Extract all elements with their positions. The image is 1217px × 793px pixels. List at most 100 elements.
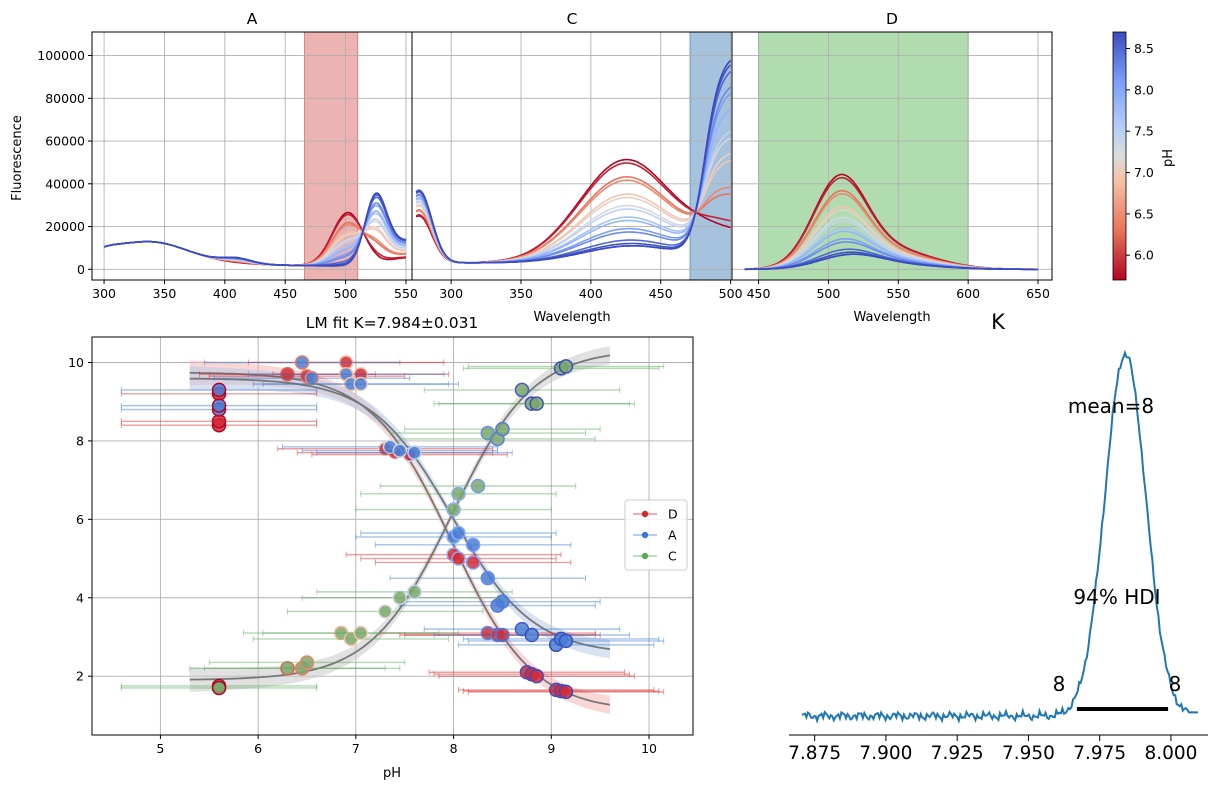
spectra-lines-c [415, 59, 732, 264]
spectra-panel-c: 300 350 400 450 500 C Wavelength [411, 10, 743, 325]
y-tick-label: 20000 [45, 219, 85, 234]
colorbar-tick-label: 7.0 [1134, 165, 1154, 180]
marker [392, 443, 408, 458]
colorbar-tick-label: 6.5 [1134, 206, 1154, 221]
colorbar-ticks: 6.0 6.5 7.0 7.5 8.0 8.5 [1126, 41, 1154, 263]
x-tick-label: 350 [509, 286, 533, 301]
marker [377, 604, 393, 619]
hdi-high-label: 8 [1169, 672, 1182, 696]
data-point-a [213, 370, 411, 386]
shaded-band-d [758, 31, 969, 281]
k-tick-label: 7.925 [931, 743, 984, 764]
x-tick-label: 500 [719, 286, 743, 301]
marker [470, 478, 486, 494]
marker [446, 502, 461, 517]
x-tick-label: 5 [156, 741, 164, 756]
y-tick-label: 0 [77, 262, 85, 277]
marker [280, 367, 295, 382]
legend-label-a: A [668, 528, 677, 543]
data-point-c [423, 382, 621, 398]
y-tick-label: 10 [68, 355, 84, 370]
marker [465, 555, 481, 570]
data-point-a [120, 398, 318, 413]
data-point-c [438, 396, 635, 411]
marker [211, 680, 227, 696]
colorbar-tick-label: 7.5 [1134, 124, 1154, 139]
marker [407, 584, 422, 600]
data-point-c [189, 661, 386, 676]
data-point-a [301, 443, 499, 458]
data-point-d [360, 551, 557, 566]
hdi-label: 94% HDI [1073, 585, 1160, 609]
legend-marker [641, 552, 649, 560]
marker [294, 355, 310, 370]
fit-curve-c [189, 354, 611, 681]
fit-ticks: 5 6 7 8 9 10 2 4 6 8 10 [68, 355, 657, 756]
marker [480, 570, 496, 586]
marker [495, 627, 510, 643]
y-axis-label-fluorescence: Fluorescence [10, 115, 25, 201]
colorbar-gradient [1112, 31, 1127, 281]
fit-curve-a [189, 377, 611, 651]
data-point-a [389, 570, 587, 586]
x-tick-label: 300 [439, 286, 463, 301]
x-axis-label-c: Wavelength [533, 310, 610, 325]
x-tick-label: 450 [649, 286, 673, 301]
data-point-a [374, 537, 572, 553]
data-point-d [438, 668, 635, 684]
marker [524, 627, 540, 643]
legend: DAC [624, 499, 688, 571]
data-point-a [262, 376, 459, 392]
marker [211, 382, 227, 398]
x-tick-label: 450 [747, 286, 771, 301]
y-tick-label: 4 [76, 590, 84, 605]
legend-marker [641, 531, 649, 539]
marker [465, 537, 481, 553]
x-tick-label: 10 [641, 741, 657, 756]
ticks-c: 300 350 400 450 500 [439, 280, 743, 301]
data-point-a [423, 621, 621, 637]
marker [451, 525, 466, 541]
marker [495, 594, 510, 609]
data-point-c [286, 604, 484, 619]
y-tick-label: 60000 [45, 134, 85, 149]
data-point-d [247, 355, 445, 370]
x-tick-label: 400 [213, 286, 237, 301]
marker [392, 590, 408, 606]
marker [451, 551, 466, 566]
marker [529, 396, 544, 411]
x-tick-label: 500 [816, 286, 840, 301]
x-tick-label: 500 [334, 286, 358, 301]
data-points [120, 355, 665, 700]
data-point-c [316, 584, 513, 600]
x-tick-label: 7 [352, 741, 360, 756]
y-tick-label: 2 [76, 669, 84, 684]
panel-title-c: C [567, 10, 578, 28]
data-point-a [467, 633, 665, 649]
grid-d [732, 32, 1052, 280]
x-tick-label: 6 [254, 741, 262, 756]
marker [558, 633, 574, 649]
data-point-c [360, 486, 557, 502]
k-ticks: 7.875 7.900 7.925 7.950 7.975 8.000 [788, 735, 1197, 764]
marker [280, 661, 295, 676]
marker [353, 625, 368, 641]
data-point-a [203, 355, 401, 370]
band-d [758, 31, 969, 281]
legend-label-d: D [668, 507, 678, 522]
axes-frame-d [731, 31, 1053, 281]
x-tick-label: 350 [153, 286, 177, 301]
panel-title-a: A [247, 10, 258, 28]
marker [529, 668, 544, 684]
kde-curve [801, 349, 1198, 724]
k-tick-label: 7.900 [859, 743, 912, 764]
x-axis-label-ph: pH [383, 766, 401, 781]
data-point-c [208, 655, 406, 670]
marker [558, 684, 574, 700]
k-tick-label: 8.000 [1144, 743, 1197, 764]
grid-a [92, 32, 412, 280]
x-tick-label: 450 [273, 286, 297, 301]
lm-fit-panel: 5 6 7 8 9 10 2 4 6 8 10 LM fit K=7.984±0.031 pH DA… [68, 314, 694, 781]
fit-title: LM fit K=7.984±0.031 [306, 314, 479, 332]
